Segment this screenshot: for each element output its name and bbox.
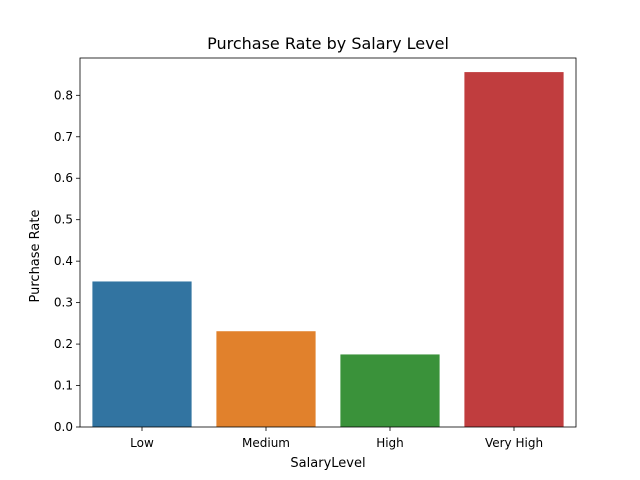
plot-frame [79,57,577,428]
bar-high [340,354,440,427]
y-tick-label: 0.1 [54,379,73,393]
y-tick-label: 0.8 [54,88,73,102]
bars-group [92,72,564,428]
y-tick-label: 0.7 [54,130,73,144]
y-tick-label: 0.0 [54,420,73,434]
x-tick-label: Very High [485,436,543,450]
bar-medium [216,331,316,427]
y-tick-label: 0.6 [54,171,73,185]
x-axis-label: SalaryLevel [290,456,365,471]
y-tick-label: 0.2 [54,337,73,351]
y-axis-ticks: 0.0 0.1 0.2 0.3 0.4 0.5 0.6 0.7 0.8 [54,88,80,434]
y-tick-label: 0.5 [54,213,73,227]
y-tick-label: 0.4 [54,254,73,268]
bar-low [92,281,192,427]
y-tick-label: 0.3 [54,296,73,310]
x-tick-label: High [376,436,404,450]
x-tick-label: Low [130,436,154,450]
y-axis-label: Purchase Rate [28,210,43,303]
chart-title: Purchase Rate by Salary Level [207,34,449,53]
x-axis-ticks: Low Medium High Very High [130,427,543,450]
x-tick-label: Medium [242,436,290,450]
bar-very-high [464,72,564,428]
